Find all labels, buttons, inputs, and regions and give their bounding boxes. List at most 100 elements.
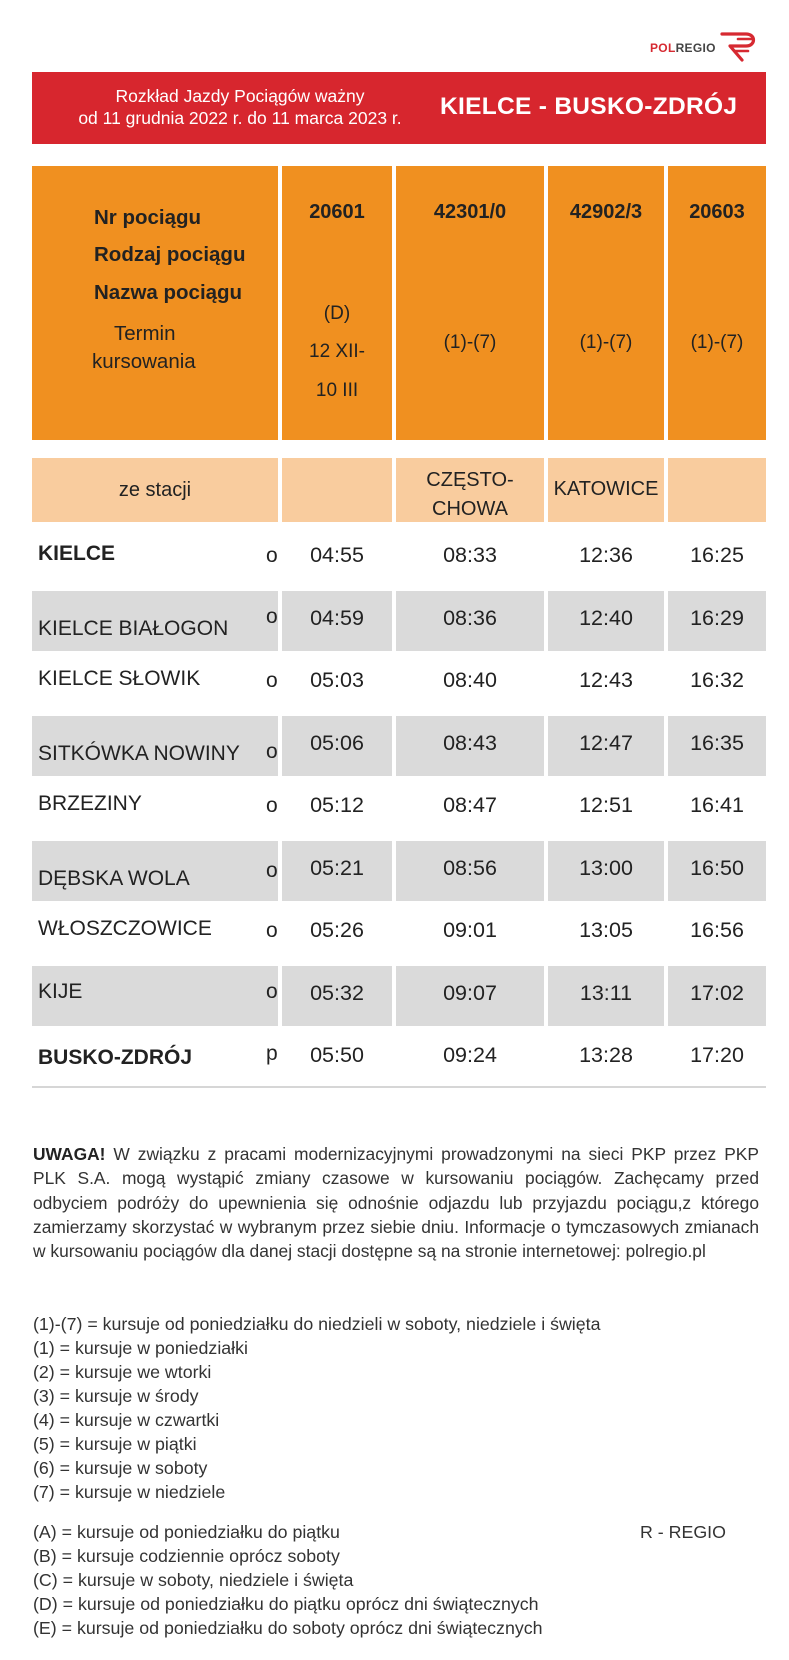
departure-time: 16:35 <box>690 730 744 755</box>
validity-line-1: Rozkład Jazdy Pociągów ważny <box>115 86 365 106</box>
logo-text-pol: POL <box>650 41 676 55</box>
legend-item: (5) = kursuje w piątki <box>33 1434 197 1454</box>
departure-time: 12:36 <box>579 543 633 567</box>
label-term-line-2: kursowania <box>92 350 196 373</box>
notice-title: UWAGA! <box>33 1144 106 1164</box>
departure-time: 05:03 <box>310 668 364 692</box>
station-cell: KIELCE BIAŁOGON o <box>32 590 278 651</box>
train-term-days: (D) <box>323 303 351 324</box>
departure-time: 04:59 <box>310 605 364 630</box>
stop-type-indicator: p <box>266 1042 278 1065</box>
time-cell: 05:12 <box>282 778 392 838</box>
train-term-days: (1)-(7) <box>690 332 744 353</box>
legend-item: (6) = kursuje w soboty <box>33 1458 208 1478</box>
departure-time: 09:01 <box>443 918 497 942</box>
departure-time: 16:25 <box>690 543 744 567</box>
train-number: 42902/3 <box>569 201 643 223</box>
train-column-1: 20601 (D) 12 XII- 10 III <box>282 166 392 440</box>
from-station-label-cell: ze stacji <box>32 458 278 522</box>
legend-item: (D) = kursuje od poniedziałku do piątku … <box>33 1594 539 1614</box>
time-cell: 12:51 <box>548 778 664 838</box>
legend-item: (C) = kursuje w soboty, niedziele i świę… <box>33 1570 354 1590</box>
departure-time: 12:51 <box>579 793 633 817</box>
departure-time: 12:40 <box>579 605 633 630</box>
polregio-logo: POLREGIO <box>650 30 765 68</box>
legend-item: (1)-(7) = kursuje od poniedziałku do nie… <box>33 1314 601 1334</box>
departure-time: 13:11 <box>579 980 633 1005</box>
stop-type-indicator: o <box>266 739 278 763</box>
departure-time: 17:02 <box>690 980 744 1005</box>
table-row: DĘBSKA WOLA o 05:21 08:56 13:00 16:50 <box>32 840 766 901</box>
validity-line-2: od 11 grudnia 2022 r. do 11 marca 2023 r… <box>78 108 402 128</box>
legend-item: (B) = kursuje codziennie oprócz soboty <box>33 1546 340 1566</box>
station-name: WŁOSZCZOWICE <box>38 917 212 940</box>
station-cell: KIELCE SŁOWIK o <box>32 653 278 713</box>
time-cell: 05:26 <box>282 903 392 963</box>
table-row: BUSKO-ZDRÓJ p 05:50 09:24 13:28 17:20 <box>32 1028 766 1088</box>
time-cell: 16:35 <box>668 715 766 776</box>
departure-time: 16:32 <box>690 668 744 692</box>
station-name: KIELCE SŁOWIK <box>38 667 201 690</box>
stop-type-indicator: o <box>266 604 278 628</box>
train-category-label: R - REGIO <box>640 1522 726 1542</box>
departure-time: 08:47 <box>443 793 497 817</box>
train-number: 42301/0 <box>433 201 507 223</box>
station-name: KIELCE BIAŁOGON <box>38 616 229 640</box>
departure-time: 16:56 <box>690 918 744 942</box>
time-cell: 09:07 <box>396 965 544 1026</box>
station-cell: SITKÓWKA NOWINY o <box>32 715 278 776</box>
time-cell: 08:36 <box>396 590 544 651</box>
departure-time: 17:20 <box>690 1043 744 1067</box>
legend-item: (4) = kursuje w czwartki <box>33 1410 220 1430</box>
time-cell: 04:59 <box>282 590 392 651</box>
table-row: SITKÓWKA NOWINY o 05:06 08:43 12:47 16:35 <box>32 715 766 776</box>
station-cell: BRZEZINY o <box>32 778 278 838</box>
time-cell: 13:28 <box>548 1028 664 1088</box>
station-name: KIJE <box>38 979 83 1003</box>
station-name: SITKÓWKA NOWINY <box>38 741 240 765</box>
train-term-days: (1)-(7) <box>579 332 633 353</box>
time-cell: 13:05 <box>548 903 664 963</box>
departure-time: 12:43 <box>579 668 633 692</box>
stop-type-indicator: o <box>266 794 278 817</box>
label-train-name: Nazwa pociągu <box>94 281 243 304</box>
departure-time: 08:43 <box>443 730 497 755</box>
time-cell: 16:56 <box>668 903 766 963</box>
departure-time: 05:26 <box>310 918 364 942</box>
time-cell: 16:29 <box>668 590 766 651</box>
time-cell: 12:36 <box>548 528 664 588</box>
from-station-label: ze stacji <box>118 479 192 501</box>
stop-type-indicator: o <box>266 919 278 942</box>
time-cell: 04:55 <box>282 528 392 588</box>
time-cell: 05:50 <box>282 1028 392 1088</box>
train-term-days: (1)-(7) <box>443 332 497 353</box>
departure-time: 05:21 <box>310 855 364 880</box>
time-cell: 08:47 <box>396 778 544 838</box>
title-banner: Rozkład Jazdy Pociągów ważny od 11 grudn… <box>32 72 766 144</box>
time-cell: 12:43 <box>548 653 664 713</box>
departure-time: 16:29 <box>690 605 744 630</box>
time-cell: 09:01 <box>396 903 544 963</box>
table-bottom-divider <box>32 1086 766 1088</box>
departure-time: 16:50 <box>690 855 744 880</box>
departure-time: 08:40 <box>443 668 497 692</box>
time-cell: 05:32 <box>282 965 392 1026</box>
departure-time: 04:55 <box>310 543 364 567</box>
label-term-line-1: Termin <box>114 322 176 345</box>
time-cell: 16:32 <box>668 653 766 713</box>
logo-text: POLREGIO <box>650 41 716 55</box>
departure-time: 08:56 <box>443 855 497 880</box>
time-cell: 13:11 <box>548 965 664 1026</box>
time-cell: 08:43 <box>396 715 544 776</box>
time-cell: 13:00 <box>548 840 664 901</box>
from-station-cell-2: CZĘSTO- CHOWA <box>396 458 544 522</box>
label-train-number: Nr pociągu <box>94 206 202 229</box>
notice-paragraph: UWAGA! W związku z pracami modernizacyjn… <box>33 1142 759 1263</box>
departure-time: 12:47 <box>579 730 633 755</box>
table-row: KIELCE SŁOWIK o 05:03 08:40 12:43 16:32 <box>32 653 766 713</box>
train-column-3: 42902/3 (1)-(7) <box>548 166 664 440</box>
time-cell: 09:24 <box>396 1028 544 1088</box>
table-row: WŁOSZCZOWICE o 05:26 09:01 13:05 16:56 <box>32 903 766 963</box>
table-row: KIJE o 05:32 09:07 13:11 17:02 <box>32 965 766 1026</box>
time-cell: 08:56 <box>396 840 544 901</box>
